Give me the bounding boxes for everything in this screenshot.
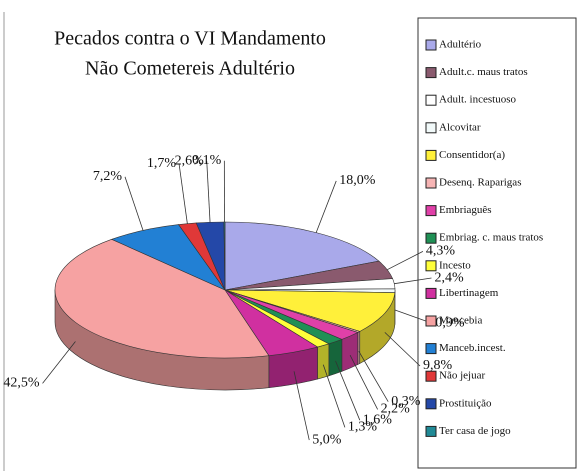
leader-line [358,350,389,402]
slice-side [328,338,343,377]
legend-label: Manceb.incest. [439,342,506,354]
leader-line [349,355,378,410]
legend-swatch [425,398,437,410]
leader-line [206,161,211,223]
leader-line [322,364,346,428]
leader-line [384,332,421,367]
legend-swatch [425,370,437,382]
leader-line [394,277,432,285]
slice [54,238,270,359]
leader-line [335,360,361,421]
data-label: 0,3% [391,394,421,409]
legend-label: Não jejuar [439,370,485,382]
legend-label: Consentidor(a) [439,149,505,161]
leader-line [178,163,188,224]
legend-label: Alcovitar [439,121,481,133]
data-label: 1,7% [147,156,177,171]
legend-label: Embriaguês [439,204,492,216]
data-label: 42,5% [3,376,40,391]
legend-swatch [425,67,437,79]
legend-label: Desenq. Raparigas [439,177,521,189]
slice [224,289,396,332]
data-label: 4,3% [426,244,456,259]
leader-line [315,180,337,233]
legend-swatch [425,315,437,327]
data-label: 7,2% [93,169,123,184]
data-label: 0,9% [435,316,465,331]
data-label: 9,8% [423,358,453,373]
chart-subtitle: Não Cometereis Adultério [85,58,295,80]
legend-swatch [425,39,437,51]
leader-line [124,176,144,231]
legend-swatch [425,260,437,272]
data-label: 1,3% [348,420,378,435]
legend-box [417,17,577,469]
legend-swatch [425,149,437,161]
legend-label: Libertinagem [439,287,499,299]
legend-swatch [425,177,437,189]
data-label: 0,1% [192,153,222,168]
data-label: 18,0% [339,173,376,188]
legend-label: Mancebia [439,315,482,327]
legend-label: Prostituição [439,397,492,409]
leader-line [293,371,310,441]
legend-swatch [425,94,437,106]
legend-label: Adultério [439,39,482,51]
data-label: 5,0% [312,432,342,447]
legend-label: Adult.c. maus tratos [439,66,528,78]
leader-line [387,251,424,271]
legend-swatch [425,287,437,299]
legend-swatch [425,343,437,355]
legend-label: Adult. incestuoso [439,94,516,106]
legend-swatch [425,122,437,134]
legend-swatch [425,232,437,244]
leader-line [42,341,76,384]
chart-title: Pecados contra o VI Mandamento [54,28,326,50]
slice [224,221,380,291]
legend-label: Embriag. c. maus tratos [439,232,543,244]
legend-label: Ter casa de jogo [439,425,511,437]
legend-label: Incesto [439,259,471,271]
slice-side [317,343,330,380]
data-label: 2,6% [175,154,205,169]
data-label: 2,2% [381,402,411,417]
legend-swatch [425,425,437,437]
legend-swatch [425,205,437,217]
data-label: 2,4% [435,270,465,285]
data-label: 1,6% [363,412,393,427]
